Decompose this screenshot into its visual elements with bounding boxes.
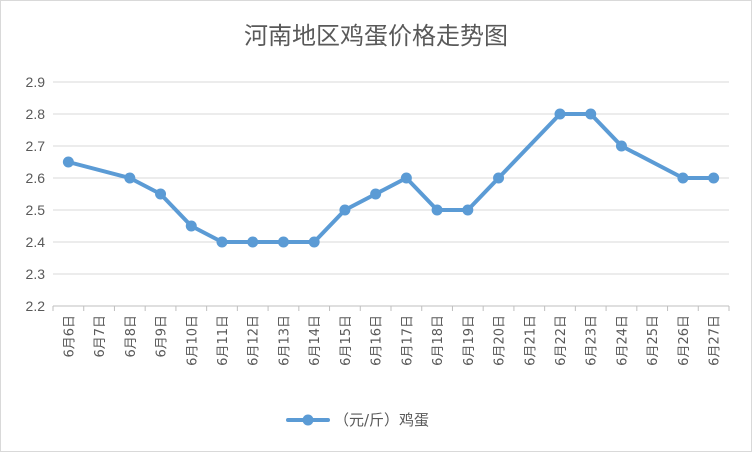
data-point <box>308 236 320 248</box>
data-point <box>339 204 351 216</box>
gridlines <box>53 81 729 307</box>
y-tick-label: 2.8 <box>26 106 46 122</box>
data-point <box>277 236 289 248</box>
data-point <box>62 156 74 168</box>
data-point <box>677 172 689 184</box>
y-tick-label: 2.5 <box>26 202 46 218</box>
data-point <box>185 220 197 232</box>
y-axis-labels: 2.2 2.3 2.4 2.5 2.6 2.7 2.8 2.9 <box>26 74 46 314</box>
x-axis-ticks: 6月6日 6月7日 6月8日 6月9日 6月10日 6月11日 6月12日 6月13日 6月14… <box>52 306 730 366</box>
x-tick-label: 6月11日 <box>216 315 231 366</box>
x-tick-label: 6月18日 <box>431 315 446 366</box>
x-tick-label: 6月10日 <box>185 315 200 366</box>
x-tick-label: 6月7日 <box>93 315 108 358</box>
series-layer <box>62 108 720 248</box>
y-tick-label: 2.9 <box>26 74 46 90</box>
y-tick-label: 2.3 <box>26 266 46 282</box>
x-tick-label: 6月27日 <box>708 315 723 366</box>
x-tick-label: 6月13日 <box>277 315 292 366</box>
x-tick-label: 6月23日 <box>585 315 600 366</box>
x-tick-label: 6月14日 <box>308 315 323 366</box>
x-tick-label: 6月17日 <box>400 315 415 366</box>
legend-swatch-marker <box>302 414 314 426</box>
y-tick-label: 2.4 <box>26 234 46 250</box>
x-tick-label: 6月24日 <box>615 315 630 366</box>
data-point <box>124 172 136 184</box>
data-point <box>370 188 382 200</box>
data-point <box>155 188 167 200</box>
y-tick-label: 2.6 <box>26 170 46 186</box>
x-tick-label: 6月8日 <box>124 315 139 358</box>
x-tick-label: 6月22日 <box>554 315 569 366</box>
y-tick-label: 2.7 <box>26 138 46 154</box>
y-tick-label: 2.2 <box>26 298 46 314</box>
data-point <box>493 172 505 184</box>
x-tick-label: 6月16日 <box>370 315 385 366</box>
data-point <box>431 204 443 216</box>
x-tick-label: 6月26日 <box>677 315 692 366</box>
x-tick-label: 6月25日 <box>646 315 661 366</box>
data-point <box>247 236 259 248</box>
chart-title: 河南地区鸡蛋价格走势图 <box>244 22 508 50</box>
x-tick-label: 6月9日 <box>155 315 170 358</box>
data-point <box>462 204 474 216</box>
x-tick-label: 6月12日 <box>247 315 262 366</box>
x-tick-label: 6月6日 <box>62 315 77 358</box>
legend-label: （元/斤）鸡蛋 <box>334 411 429 429</box>
x-tick-label: 6月21日 <box>523 315 538 366</box>
x-tick-label: 6月20日 <box>493 315 508 366</box>
legend: （元/斤）鸡蛋 <box>286 411 429 429</box>
data-point <box>216 236 228 248</box>
data-point <box>708 172 720 184</box>
x-tick-label: 6月19日 <box>462 315 477 366</box>
data-point <box>615 140 627 152</box>
data-point <box>400 172 412 184</box>
data-point <box>554 108 566 120</box>
x-tick-label: 6月15日 <box>339 315 354 366</box>
data-point <box>585 108 597 120</box>
